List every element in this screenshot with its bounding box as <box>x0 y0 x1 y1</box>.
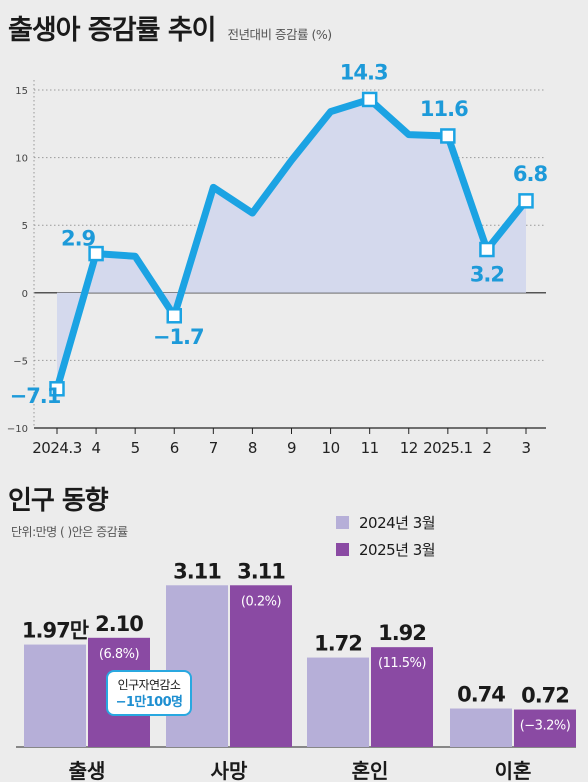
category-label: 사망 <box>211 759 248 782</box>
data-point-marker <box>166 308 182 324</box>
data-label: 2.9 <box>61 227 96 251</box>
y-tick-label: 5 <box>22 221 28 232</box>
bar-value-label: 1.92 <box>378 621 426 645</box>
bar-change-label: (0.2%) <box>241 594 281 609</box>
bar-2024 <box>307 657 369 747</box>
bar-value-label: 3.11 <box>237 559 285 583</box>
birth-rate-line-chart: 15 10 5 0 −5 −10 2024.3 4 5 6 7 8 9 10 11 12 2025.1 2 3 −7.… <box>7 60 549 457</box>
y-tick-label: −5 <box>13 356 28 367</box>
bar-change-label: (6.8%) <box>99 647 139 662</box>
bar-change-label: (−3.2%) <box>520 719 571 734</box>
data-point-marker <box>479 241 495 258</box>
x-tick-label: 2 <box>482 439 491 457</box>
x-tick-label: 5 <box>131 439 140 457</box>
category-label: 혼인 <box>352 759 389 782</box>
data-label: −7.1 <box>10 384 61 408</box>
bar-value-label: 1.72 <box>314 632 362 656</box>
category-label: 이혼 <box>495 759 532 782</box>
x-tick-label: 7 <box>209 439 218 457</box>
bar-value-label: 3.11 <box>173 559 221 583</box>
chart-subtitle: 전년대비 증감률 (%) <box>227 27 333 42</box>
data-point-marker <box>518 193 534 209</box>
bar-2024 <box>166 585 228 747</box>
bar-2024 <box>450 708 512 747</box>
data-label: 14.3 <box>340 60 388 84</box>
category-label: 출생 <box>69 759 106 782</box>
x-tick-label: 8 <box>248 439 257 457</box>
y-tick-label: −10 <box>7 424 28 435</box>
natural-decrease-callout: 인구자연감소 −1만100명 <box>106 670 192 716</box>
data-point-marker <box>440 128 456 144</box>
x-tick-label: 2024.3 <box>32 439 82 457</box>
callout-value: −1만100명 <box>115 695 183 710</box>
legend-item-2024: 2024년 3월 <box>336 512 436 533</box>
bar-2024 <box>24 644 86 747</box>
x-tick-label: 9 <box>287 439 296 457</box>
area-fill <box>57 99 526 389</box>
legend-label-2024: 2024년 3월 <box>359 514 436 532</box>
population-trend-title: 인구 동향 <box>8 486 109 516</box>
bar-value-label: 2.10 <box>95 612 143 636</box>
data-point-marker <box>361 91 378 108</box>
bar-2025 <box>514 709 576 747</box>
y-tick-label: 10 <box>15 154 28 165</box>
data-point-marker <box>49 381 65 397</box>
callout-label: 인구자연감소 <box>117 678 181 692</box>
x-tick-label: 6 <box>170 439 179 457</box>
y-tick-label: 15 <box>15 86 28 97</box>
population-bar-chart: 1.97만 2.10 (6.8%) 출생 3.11 3.11 (0.2%) 사망 1.72 1.9… <box>16 559 576 782</box>
header: 출생아 증감률 추이 전년대비 증감률 (%) <box>8 8 332 47</box>
bar-value-label: 0.74 <box>457 683 505 707</box>
x-tick-label: 3 <box>521 439 530 457</box>
legend-label-2025: 2025년 3월 <box>359 541 436 559</box>
x-tick-label: 2025.1 <box>423 439 473 457</box>
x-tick-label: 10 <box>322 439 340 457</box>
legend-swatch-2025 <box>336 543 349 556</box>
chart-title: 출생아 증감률 추이 <box>8 15 217 46</box>
bar-2025 <box>230 585 292 747</box>
data-point-marker <box>88 245 104 262</box>
y-tick-label: 0 <box>22 289 28 300</box>
legend-swatch-2024 <box>336 516 349 529</box>
legend-item-2025: 2025년 3월 <box>336 539 436 560</box>
bar-2025 <box>371 647 433 747</box>
data-label: 6.8 <box>513 162 548 186</box>
x-tick-label: 4 <box>92 439 101 457</box>
data-label: 11.6 <box>420 97 468 121</box>
bar-value-label: 0.72 <box>521 684 569 708</box>
data-label: −1.7 <box>153 325 204 349</box>
x-tick-label: 11 <box>361 439 379 457</box>
x-tick-label: 12 <box>400 439 418 457</box>
bar-value-label: 1.97만 <box>22 619 89 643</box>
unit-note: 단위:만명 ( )안은 증감률 <box>11 525 128 539</box>
bar-change-label: (11.5%) <box>378 656 426 671</box>
legend: 2024년 3월 2025년 3월 <box>336 512 436 566</box>
data-label: 3.2 <box>470 263 504 287</box>
